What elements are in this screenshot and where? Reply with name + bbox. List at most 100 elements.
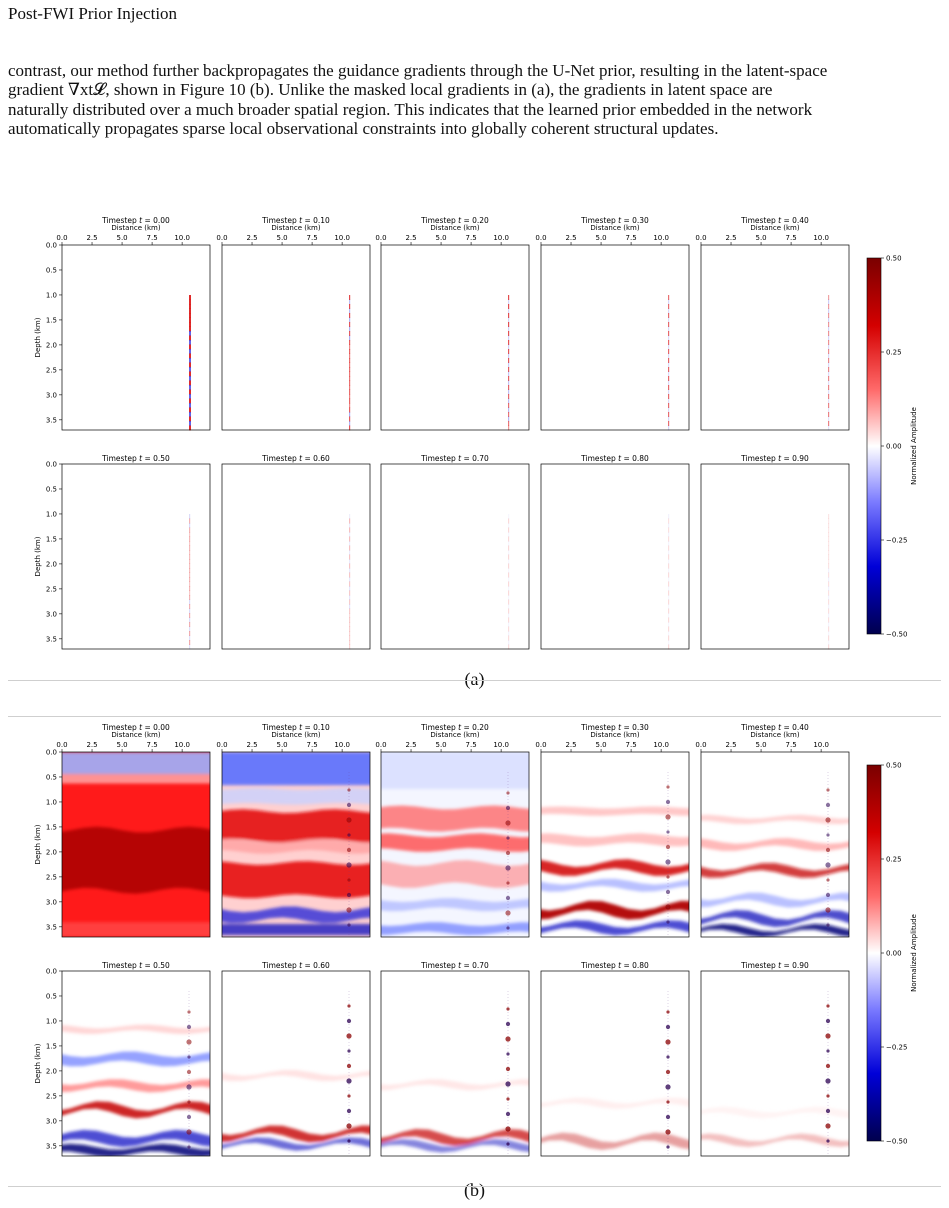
gradient-streak bbox=[508, 640, 510, 645]
gradient-hotspot bbox=[505, 895, 511, 901]
gradient-streak bbox=[508, 322, 510, 327]
x-tick-label: 5.0 bbox=[435, 741, 446, 749]
x-axis-label: Distance (km) bbox=[750, 224, 799, 232]
gradient-hotspot bbox=[826, 1094, 830, 1098]
gradient-streak bbox=[349, 644, 351, 650]
gradient-hotspot bbox=[506, 1097, 510, 1101]
gradient-streak bbox=[508, 626, 510, 632]
gradient-hotspot bbox=[825, 1033, 831, 1039]
x-tick-label: 2.5 bbox=[725, 234, 736, 242]
gradient-streak bbox=[349, 416, 351, 422]
gradient-layer bbox=[222, 838, 370, 854]
gradient-streak bbox=[668, 527, 670, 533]
gradient-layer bbox=[62, 1051, 210, 1067]
gradient-layer bbox=[62, 774, 210, 784]
gradient-streak bbox=[828, 644, 830, 650]
x-tick-label: 2.5 bbox=[565, 234, 576, 242]
gradient-layer bbox=[541, 833, 689, 847]
gradient-streak bbox=[508, 577, 510, 582]
gradient-streak bbox=[668, 518, 670, 524]
gradient-streak bbox=[828, 563, 830, 569]
gradient-hotspot bbox=[347, 833, 351, 837]
subplot-title: Timestep t = 0.30 bbox=[580, 216, 649, 225]
y-tick-label: 3.0 bbox=[46, 1117, 57, 1125]
gradient-hotspot bbox=[505, 1081, 511, 1087]
gradient-streak bbox=[349, 568, 351, 573]
gradient-streak bbox=[189, 367, 191, 372]
gradient-streak bbox=[828, 394, 830, 399]
gradient-hotspot bbox=[347, 1049, 351, 1053]
y-tick-label: 2.0 bbox=[46, 1067, 57, 1075]
gradient-layer bbox=[701, 909, 849, 928]
gradient-layer bbox=[701, 1106, 849, 1119]
subplot-title: Timestep t = 0.50 bbox=[101, 961, 170, 970]
subplot-t0-90: Timestep t = 0.90 bbox=[700, 454, 850, 650]
gradient-streak bbox=[668, 536, 670, 542]
gradient-streak bbox=[349, 344, 351, 350]
y-tick-label: 1.5 bbox=[46, 823, 57, 831]
x-tick-label: 0.0 bbox=[695, 741, 706, 749]
gradient-layer bbox=[541, 1132, 689, 1150]
subplot-title: Timestep t = 0.60 bbox=[261, 961, 330, 970]
gradient-layer bbox=[62, 1079, 210, 1093]
gradient-layer bbox=[222, 906, 370, 924]
y-tick-label: 0.5 bbox=[46, 773, 57, 781]
x-tick-label: 0.0 bbox=[375, 234, 386, 242]
gradient-streak bbox=[668, 631, 669, 636]
subplot-title: Timestep t = 0.90 bbox=[740, 961, 809, 970]
gradient-streak bbox=[668, 394, 670, 399]
gradient-streak bbox=[668, 563, 670, 569]
gradient-streak bbox=[508, 568, 510, 573]
subplot-title: Timestep t = 0.00 bbox=[101, 723, 170, 732]
x-tick-label: 7.5 bbox=[786, 741, 797, 749]
gradient-streak bbox=[508, 349, 510, 354]
gradient-hotspot bbox=[186, 1069, 192, 1075]
y-tick-label: 2.0 bbox=[46, 848, 57, 856]
gradient-hotspot bbox=[346, 817, 352, 823]
gradient-streak bbox=[508, 398, 510, 404]
gradient-streak bbox=[668, 326, 670, 332]
gradient-streak bbox=[189, 622, 191, 627]
gradient-hotspot bbox=[186, 1084, 192, 1090]
gradient-streak bbox=[189, 536, 191, 542]
gradient-streak bbox=[189, 371, 191, 377]
y-tick-label: 0.0 bbox=[46, 968, 57, 976]
gradient-streak bbox=[668, 376, 670, 381]
gradient-hotspot bbox=[347, 788, 351, 792]
gradient-streak bbox=[508, 362, 510, 368]
x-tick-label: 7.5 bbox=[147, 741, 158, 749]
x-tick-label: 2.5 bbox=[405, 234, 416, 242]
gradient-streak bbox=[349, 631, 351, 636]
gradient-streak bbox=[668, 541, 670, 546]
gradient-streak bbox=[508, 572, 510, 578]
y-tick-label: 3.5 bbox=[46, 416, 57, 424]
gradient-streak bbox=[189, 317, 191, 323]
x-tick-label: 5.0 bbox=[755, 741, 766, 749]
gradient-streak bbox=[828, 295, 830, 300]
gradient-streak bbox=[349, 380, 351, 386]
y-tick-label: 1.0 bbox=[46, 1017, 57, 1025]
x-tick-label: 7.5 bbox=[466, 741, 477, 749]
x-axis-label: Distance (km) bbox=[271, 731, 320, 739]
subplot-title: Timestep t = 0.70 bbox=[420, 961, 489, 970]
gradient-streak bbox=[189, 608, 191, 614]
gradient-streak bbox=[828, 344, 830, 350]
gradient-streak bbox=[508, 367, 510, 372]
gradient-streak bbox=[668, 403, 670, 408]
subplot-title: Timestep t = 0.80 bbox=[580, 961, 649, 970]
gradient-layer bbox=[222, 809, 370, 843]
gradient-streak bbox=[189, 412, 191, 417]
x-axis-label: Distance (km) bbox=[111, 731, 160, 739]
gradient-streak bbox=[668, 640, 669, 645]
x-tick-label: 0.0 bbox=[535, 234, 546, 242]
gradient-layer bbox=[62, 1143, 210, 1156]
gradient-hotspot bbox=[346, 1033, 352, 1039]
gradient-streak bbox=[189, 340, 191, 345]
gradient-hotspot bbox=[346, 1078, 352, 1084]
paragraph-line-1: contrast, our method further backpropaga… bbox=[8, 61, 828, 80]
gradient-streak bbox=[349, 514, 351, 519]
x-axis-label: Distance (km) bbox=[590, 731, 639, 739]
gradient-hotspot bbox=[346, 1108, 352, 1114]
gradient-streak bbox=[668, 340, 670, 345]
